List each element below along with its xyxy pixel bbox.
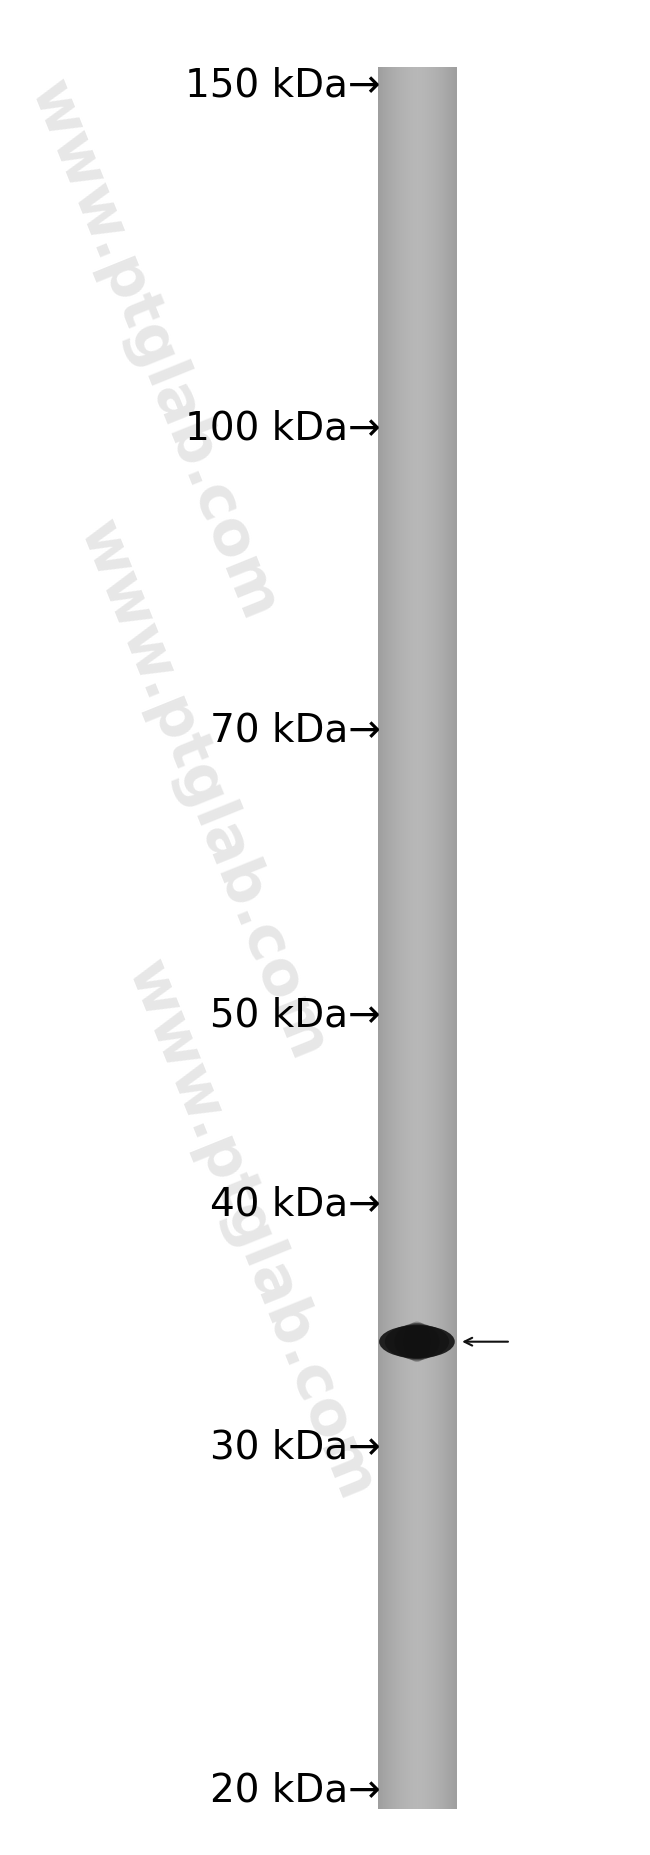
Bar [384, 67, 385, 1809]
Bar [408, 67, 410, 1809]
Bar [432, 67, 433, 1809]
Text: 40 kDa→: 40 kDa→ [210, 1185, 381, 1222]
Bar [378, 67, 380, 1809]
Bar [441, 67, 443, 1809]
Bar [439, 67, 441, 1809]
Bar [387, 67, 388, 1809]
Bar [411, 67, 412, 1809]
Bar [402, 67, 404, 1809]
Bar [378, 67, 456, 1809]
Bar [395, 67, 396, 1809]
Bar [450, 67, 452, 1809]
Bar [395, 67, 396, 1809]
Bar [447, 67, 448, 1809]
Bar [419, 67, 420, 1809]
Bar [437, 67, 438, 1809]
Bar [426, 67, 427, 1809]
Bar [431, 67, 432, 1809]
Bar [435, 67, 436, 1809]
Bar [428, 67, 429, 1809]
Text: www.ptglab.com: www.ptglab.com [115, 953, 386, 1510]
Ellipse shape [395, 1323, 439, 1360]
Bar [415, 67, 416, 1809]
Text: 30 kDa→: 30 kDa→ [210, 1428, 381, 1467]
Bar [425, 67, 426, 1809]
Bar [417, 67, 418, 1809]
Bar [391, 67, 393, 1809]
Bar [433, 67, 434, 1809]
Bar [401, 67, 402, 1809]
Bar [397, 67, 398, 1809]
Bar [430, 67, 431, 1809]
Bar [382, 67, 383, 1809]
Bar [421, 67, 422, 1809]
Text: 150 kDa→: 150 kDa→ [185, 67, 381, 104]
Bar [448, 67, 450, 1809]
Bar [406, 67, 408, 1809]
Bar [413, 67, 414, 1809]
Bar [378, 67, 379, 1809]
Bar [441, 67, 442, 1809]
Bar [393, 67, 395, 1809]
Bar [404, 67, 406, 1809]
Bar [380, 67, 382, 1809]
Bar [389, 67, 391, 1809]
Bar [436, 67, 437, 1809]
Text: 70 kDa→: 70 kDa→ [210, 712, 381, 749]
Bar [429, 67, 430, 1809]
Bar [385, 67, 387, 1809]
Text: www.ptglab.com: www.ptglab.com [18, 72, 289, 629]
Bar [389, 67, 390, 1809]
Bar [398, 67, 400, 1809]
Ellipse shape [385, 1324, 449, 1360]
Bar [423, 67, 424, 1809]
Bar [403, 67, 404, 1809]
Bar [409, 67, 410, 1809]
Bar [443, 67, 445, 1809]
Bar [437, 67, 439, 1809]
Text: www.ptglab.com: www.ptglab.com [67, 514, 337, 1070]
Bar [447, 67, 448, 1809]
Bar [445, 67, 447, 1809]
Text: 100 kDa→: 100 kDa→ [185, 410, 381, 447]
Bar [387, 67, 389, 1809]
Bar [443, 67, 444, 1809]
Bar [420, 67, 421, 1809]
Bar [408, 67, 426, 1809]
Bar [455, 67, 456, 1809]
Bar [399, 67, 400, 1809]
Bar [445, 67, 446, 1809]
Bar [414, 67, 415, 1809]
Bar [400, 67, 402, 1809]
Bar [453, 67, 454, 1809]
Bar [422, 67, 423, 1809]
Bar [451, 67, 452, 1809]
Bar [434, 67, 435, 1809]
Ellipse shape [379, 1324, 455, 1358]
Ellipse shape [404, 1321, 430, 1362]
Bar [380, 67, 381, 1809]
Bar [439, 67, 440, 1809]
Bar [382, 67, 384, 1809]
Bar [416, 67, 417, 1809]
Bar [405, 67, 406, 1809]
Bar [391, 67, 392, 1809]
Bar [418, 67, 419, 1809]
Bar [452, 67, 454, 1809]
Bar [454, 67, 456, 1809]
Bar [393, 67, 394, 1809]
Text: 50 kDa→: 50 kDa→ [210, 996, 381, 1035]
Bar [449, 67, 450, 1809]
Bar [424, 67, 425, 1809]
Bar [412, 67, 413, 1809]
Bar [407, 67, 408, 1809]
Text: 20 kDa→: 20 kDa→ [210, 1772, 381, 1810]
Bar [410, 67, 411, 1809]
Bar [427, 67, 428, 1809]
Bar [396, 67, 398, 1809]
